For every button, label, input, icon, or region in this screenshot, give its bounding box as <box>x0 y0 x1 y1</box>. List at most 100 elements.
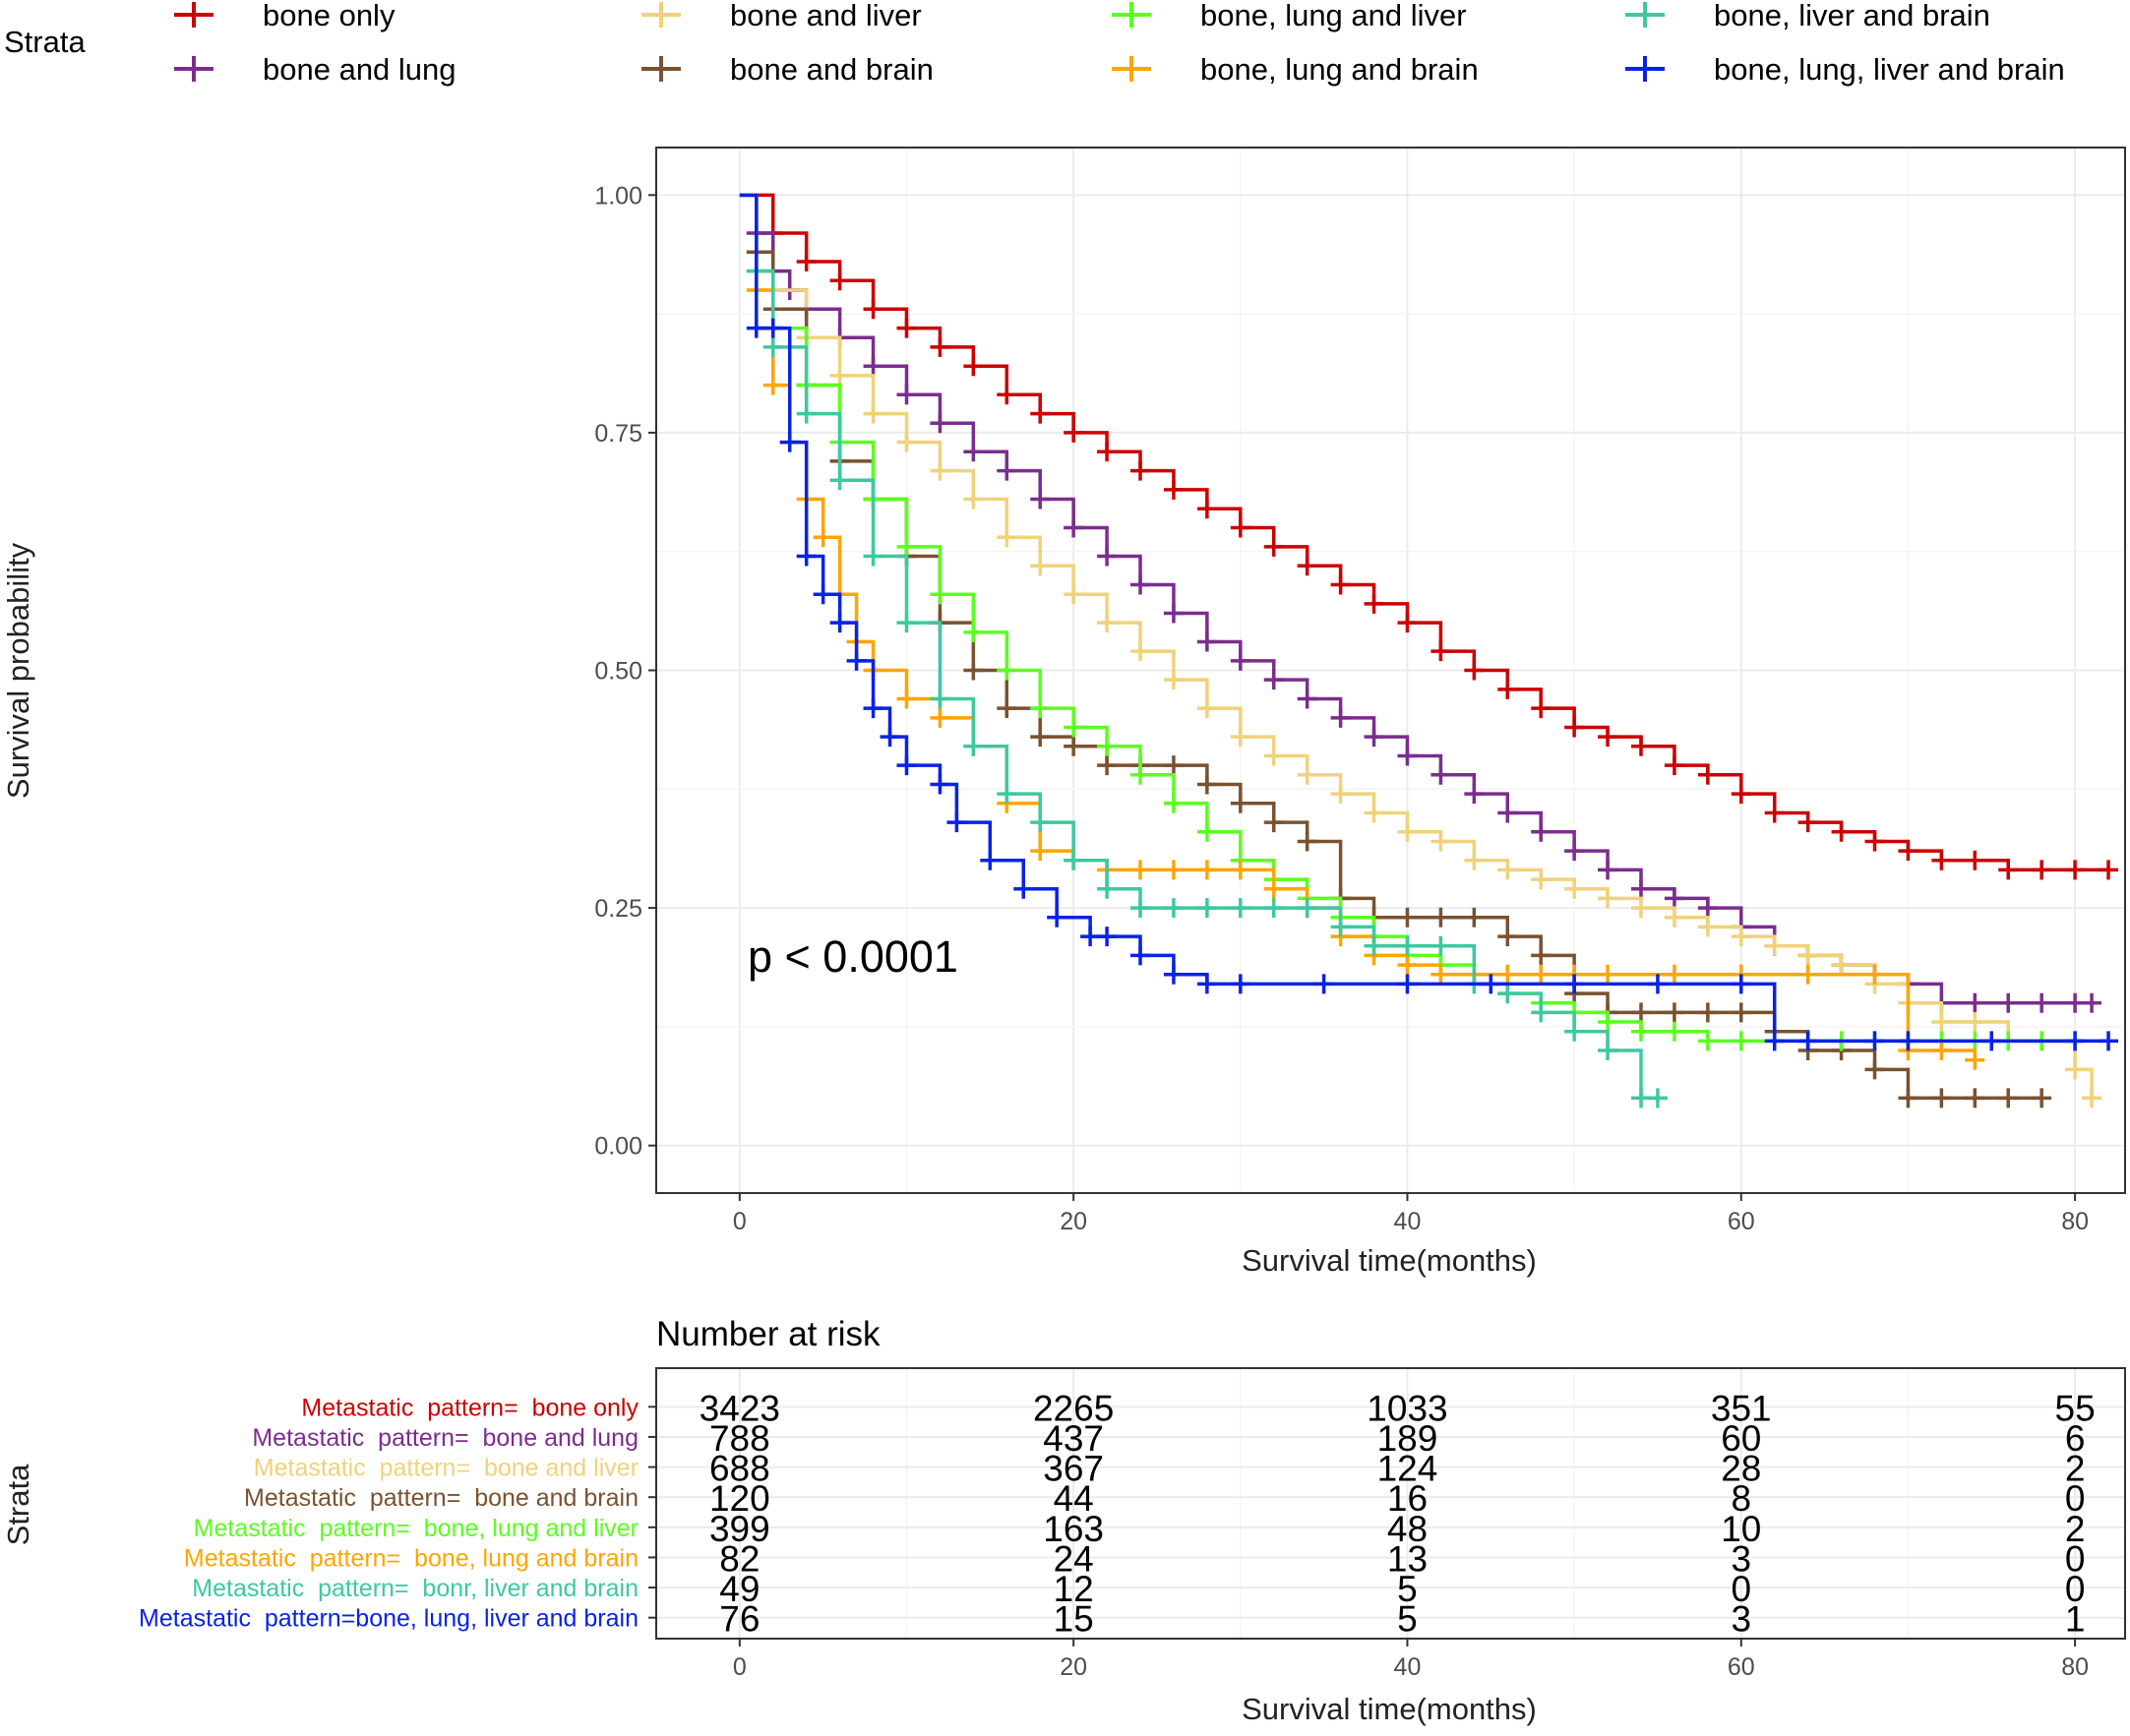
risk-value: 351 <box>1711 1388 1772 1428</box>
x-tick-label: 40 <box>1394 1208 1422 1235</box>
risk-row: Metastatic pattern= bone only 3423 2265 103… <box>301 1388 2095 1428</box>
censor-mark <box>1564 974 1585 994</box>
censor-mark <box>1981 1031 2002 1051</box>
censor-mark <box>846 650 867 671</box>
y-tick-label: 0.25 <box>594 895 642 923</box>
risk-value: 44 <box>1054 1478 1094 1519</box>
risk-table-title: Number at risk <box>656 1315 881 1353</box>
censor-mark <box>813 527 833 548</box>
censor-mark <box>1630 1021 1651 1042</box>
legend-key <box>1112 56 1151 82</box>
censor-mark <box>1430 964 1451 985</box>
censor-mark <box>1163 603 1184 624</box>
censor-mark <box>997 698 1017 719</box>
censor-mark <box>1030 727 1051 748</box>
censor-mark <box>1097 927 1118 947</box>
censor-mark <box>2032 860 2052 880</box>
censor-mark <box>2065 1031 2086 1051</box>
risk-value: 1033 <box>1367 1388 1447 1428</box>
risk-table-background <box>656 1368 2125 1639</box>
censor-mark <box>1364 803 1384 823</box>
risk-value: 124 <box>1377 1449 1438 1489</box>
censor-mark <box>1364 935 1384 956</box>
censor-mark <box>1163 964 1184 985</box>
censor-mark <box>1330 707 1351 728</box>
censor-mark <box>1430 907 1451 928</box>
censor-mark <box>1064 736 1084 756</box>
censor-mark <box>1364 593 1384 614</box>
censor-mark <box>1263 536 1284 557</box>
censor-mark <box>1697 917 1718 937</box>
censor-mark <box>1965 1012 1985 1033</box>
censor-mark <box>1564 1021 1585 1042</box>
censor-mark <box>1430 764 1451 785</box>
censor-mark <box>880 727 900 748</box>
censor-mark <box>1497 927 1518 947</box>
censor-mark <box>930 688 950 709</box>
censor-mark <box>997 385 1017 405</box>
censor-mark <box>1464 660 1485 681</box>
legend: Strata bone only bone and lung bone and li… <box>4 0 2065 87</box>
censor-mark <box>1464 784 1485 805</box>
legend-item-bone-lung-and-liver: bone, lung and liver <box>1112 0 1467 32</box>
censor-mark <box>1481 974 1501 994</box>
censor-mark <box>1064 584 1084 605</box>
censor-mark <box>1831 821 1852 842</box>
censor-mark <box>1931 850 1952 870</box>
censor-mark <box>1598 860 1618 880</box>
risk-x-axis-ticks: 0 20 40 60 80 <box>733 1639 2089 1681</box>
censor-mark <box>829 270 850 291</box>
censor-mark <box>1797 964 1818 985</box>
censor-mark <box>1030 698 1051 719</box>
risk-x-tick-label: 80 <box>2061 1653 2089 1681</box>
censor-mark <box>1263 746 1284 766</box>
censor-mark <box>1998 992 2019 1013</box>
risk-value: 55 <box>2055 1388 2096 1428</box>
risk-value: 2 <box>2065 1449 2086 1489</box>
censor-mark <box>1013 878 1034 899</box>
censor-mark <box>1630 878 1651 899</box>
censor-mark <box>2099 860 2119 880</box>
censor-mark <box>2082 992 2102 1013</box>
censor-mark <box>1531 1002 1552 1023</box>
censor-mark <box>1196 499 1217 519</box>
risk-x-tick-label: 40 <box>1394 1653 1422 1681</box>
censor-mark <box>1731 974 1751 994</box>
censor-mark <box>1664 907 1684 928</box>
risk-value: 2 <box>2065 1509 2086 1549</box>
censor-mark <box>1297 764 1317 785</box>
censor-mark <box>796 546 817 567</box>
censor-mark <box>1664 1002 1684 1023</box>
censor-mark <box>1998 1088 2019 1108</box>
censor-mark <box>1230 517 1250 538</box>
censor-mark <box>1030 489 1051 509</box>
censor-mark <box>930 413 950 434</box>
censor-mark <box>1297 688 1317 709</box>
censor-mark <box>829 613 850 633</box>
censor-mark <box>863 546 883 567</box>
censor-mark <box>1531 964 1552 985</box>
risk-value: 0 <box>2065 1569 2086 1609</box>
censor-mark <box>1030 812 1051 833</box>
risk-table-border <box>655 1367 2126 1640</box>
x-tick-label: 60 <box>1728 1208 1755 1235</box>
censor-mark <box>1130 764 1151 785</box>
risk-value: 3 <box>1731 1599 1751 1640</box>
censor-mark <box>1731 927 1751 947</box>
censor-mark <box>1196 774 1217 795</box>
censor-marks-bone-only <box>762 222 2119 880</box>
risk-table: Number at risk Metastatic pattern= bone … <box>1 1315 2126 1726</box>
risk-row-label: Metastatic pattern= bone only <box>301 1394 639 1421</box>
legend-label: bone, lung, liver and brain <box>1714 52 2065 87</box>
censor-mark <box>2065 860 2086 880</box>
censor-mark <box>1764 1031 1785 1051</box>
y-tick-label: 0.50 <box>594 658 642 686</box>
risk-value: 1 <box>2065 1599 2086 1640</box>
risk-row-label: Metastatic pattern= bonr, liver and brai… <box>192 1575 639 1602</box>
censor-mark <box>1831 955 1852 976</box>
censor-mark <box>1797 1031 1818 1051</box>
censor-mark <box>1797 812 1818 833</box>
legend-key <box>641 2 681 28</box>
risk-value: 10 <box>1721 1509 1761 1549</box>
censor-mark <box>829 365 850 386</box>
